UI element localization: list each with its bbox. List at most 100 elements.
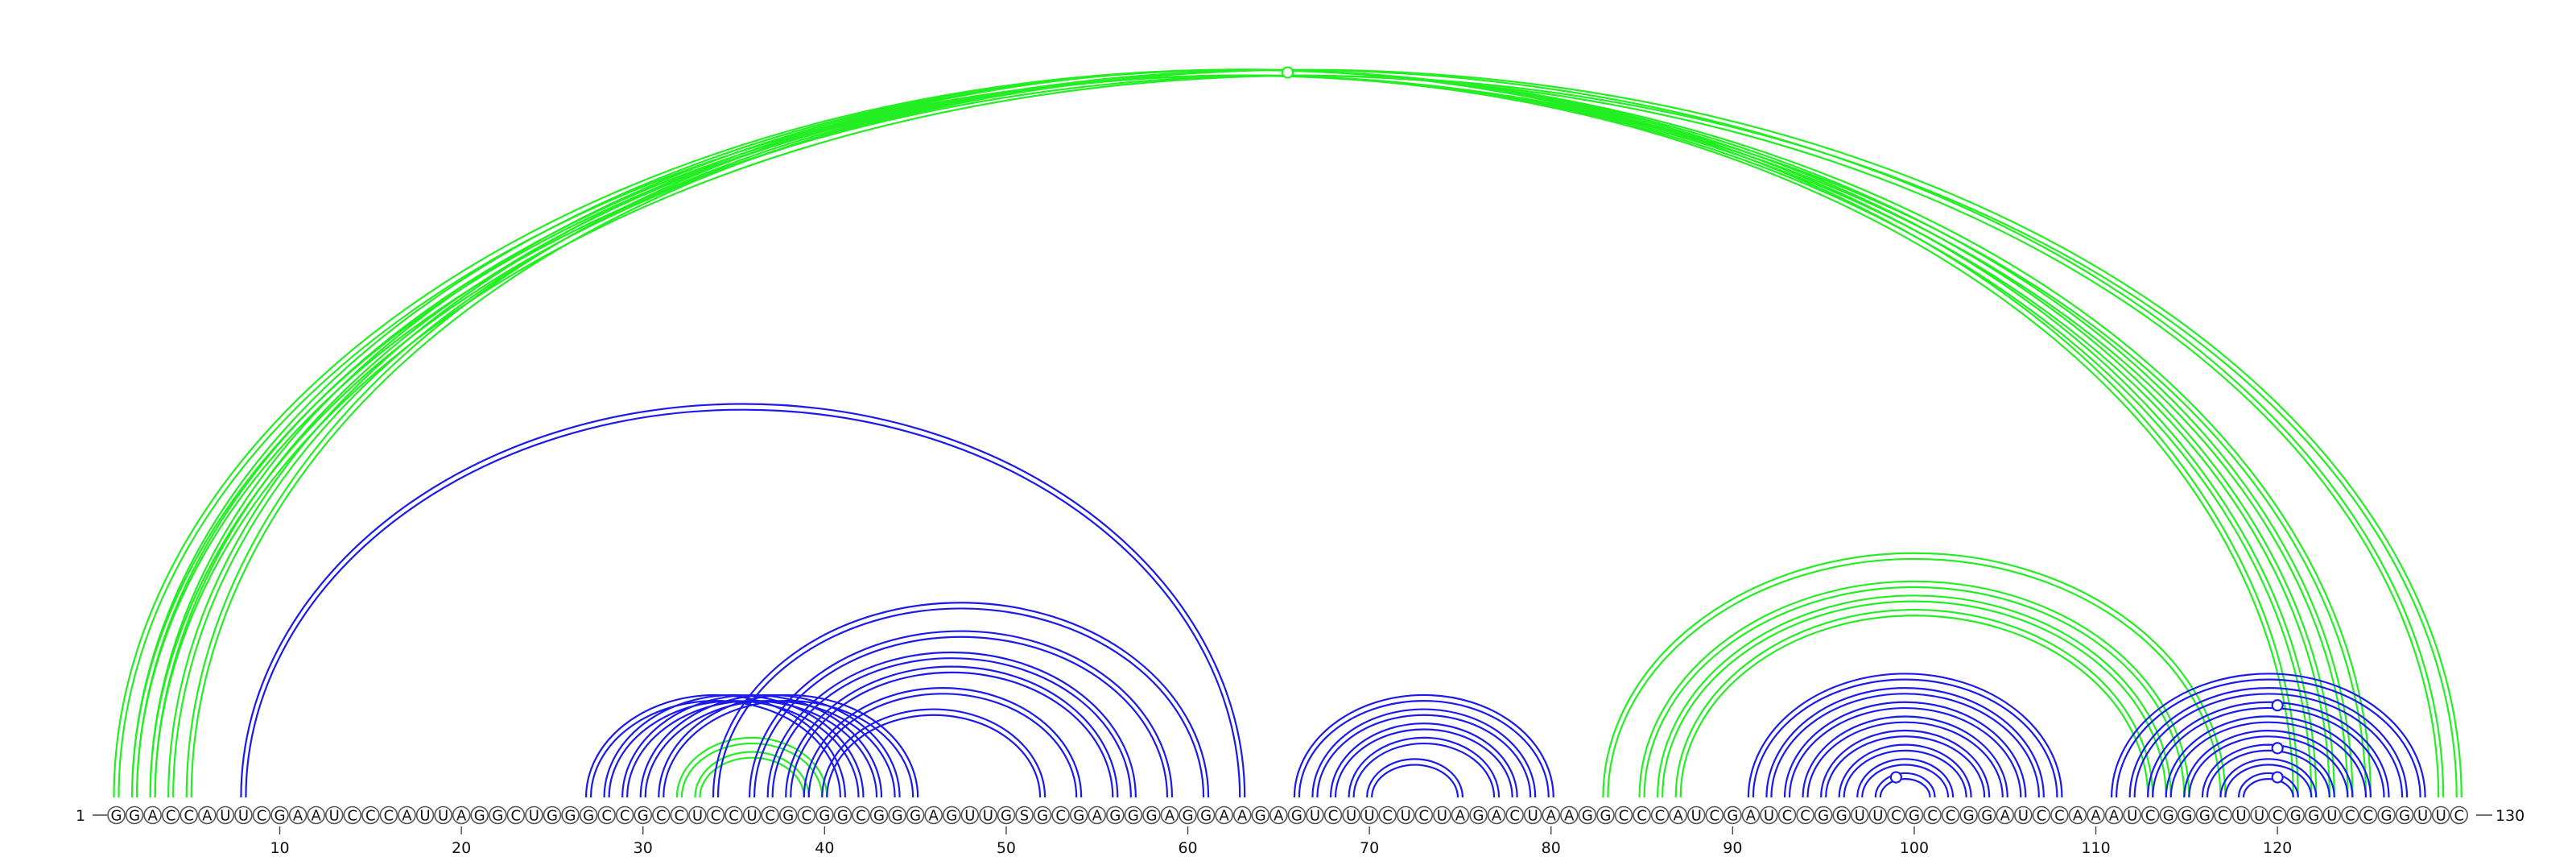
arc-2-129 [135,74,2440,798]
arc-39-54 [803,686,1083,798]
nucleotide: C [1705,805,1724,825]
nucleotide-letter: G [275,808,286,825]
nucleotide-circle [1977,805,1996,825]
arc-98-101 [1874,772,1936,798]
nucleotide-circle [2359,805,2378,825]
base-pair-arcs [113,68,2462,798]
nucleotide-circle [470,805,489,825]
nucleotide-circle [1705,805,1724,825]
nucleotide: G [2377,805,2396,825]
nucleotide-circle [1868,805,1888,825]
nucleotide-circle [2322,805,2342,825]
nucleotide-letter: C [729,808,739,825]
nucleotide: A [1160,805,1179,825]
nucleotide-circle [2304,805,2323,825]
nucleotide-letter: A [1546,808,1557,825]
nucleotide-letter: U [1346,808,1356,825]
tick-label: 120 [2263,839,2292,857]
tick-label: 60 [1178,839,1197,857]
arc-112-127 [2128,686,2409,798]
nucleotide-letter: G [1200,808,1212,825]
nucleotide: G [1977,805,1996,825]
arc-8-63 [245,408,1241,798]
nucleotide: U [2014,805,2033,825]
nucleotide-circle [833,805,852,825]
nucleotide-letter: C [2037,808,2047,825]
arc-5-121 [190,74,2294,798]
arc-marker [2271,699,2284,712]
arc-30-44 [644,700,896,798]
arc-92-107 [1765,686,2045,798]
nucleotide: G [997,805,1016,825]
nucleotide-letter: G [1073,808,1084,825]
nucleotide-circle [415,805,435,825]
nucleotide-circle [688,805,707,825]
arc-67-79 [1311,708,1537,798]
nucleotide-letter: U [1855,808,1865,825]
arc-2-124 [135,74,2349,798]
nucleotide-circle [125,805,144,825]
nucleotide: C [2032,805,2051,825]
nucleotide-letter: C [257,808,267,825]
nucleotide-circle [506,805,526,825]
nucleotide: G [1596,805,1615,825]
nucleotide-letter: A [2073,808,2083,825]
nucleotide-letter: G [819,808,830,825]
nucleotide-letter: C [1927,808,1938,825]
nucleotide-circle [1832,805,1851,825]
arc-69-77 [1352,742,1496,798]
nucleotide-circle [1232,805,1252,825]
nucleotide-letter: U [529,808,539,825]
nucleotide-circle [180,805,199,825]
nucleotide-circle [2178,805,2196,825]
nucleotide: G [833,805,852,825]
nucleotide-circle [942,805,961,825]
arc-33-39 [699,756,805,798]
nucleotide: G [906,805,925,825]
nucleotide-letter: C [1946,808,1956,825]
tick-label: 80 [1542,839,1561,857]
nucleotide: U [2231,805,2251,825]
nucleotide: G [778,805,798,825]
nucleotide-circle [216,805,235,825]
nucleotide: U [1433,805,1451,825]
nucleotide: U [1342,805,1360,825]
arc-96-103 [1838,743,1972,798]
nucleotide: C [379,805,398,825]
nucleotide-letter: A [1564,808,1575,825]
nucleotide: C [1941,805,1960,825]
nucleotide-circle [579,805,598,825]
arc-4-122 [172,74,2313,798]
nucleotide: G [470,805,489,825]
arc-85-115 [1638,580,2190,798]
nucleotide: G [1142,805,1161,825]
nucleotide-circle [979,805,997,825]
nucleotide-circle [1887,805,1905,825]
arc-1-125 [113,68,2372,798]
nucleotide: G [1069,805,1088,825]
arc-2-124 [130,68,2354,798]
nucleotide-letter: C [1709,808,1719,825]
nucleotide-letter: G [2308,808,2319,825]
nucleotide-letter: U [1872,808,1883,825]
nucleotide-letter: G [1836,808,1847,825]
nucleotide-letter: C [384,808,394,825]
nucleotide: C [1633,805,1651,825]
nucleotide-circle [2032,805,2051,825]
arc-36-59 [753,636,1169,798]
nucleotide-letter: G [111,808,122,825]
arc-97-102 [1856,758,1955,798]
arc-40-52 [821,708,1046,798]
nucleotide: C [1650,805,1670,825]
nucleotide-letter: G [1128,808,1139,825]
nucleotide-circle [670,805,689,825]
nucleotide: U [1686,805,1706,825]
nucleotide-circle [1669,805,1687,825]
nucleotide-circle [797,805,816,825]
nucleotide: C [724,805,743,825]
nucleotide-circle [2450,805,2469,825]
nucleotide-circle [525,805,543,825]
arc-3-130 [154,74,2458,798]
nucleotide-letter: C [2218,808,2228,825]
